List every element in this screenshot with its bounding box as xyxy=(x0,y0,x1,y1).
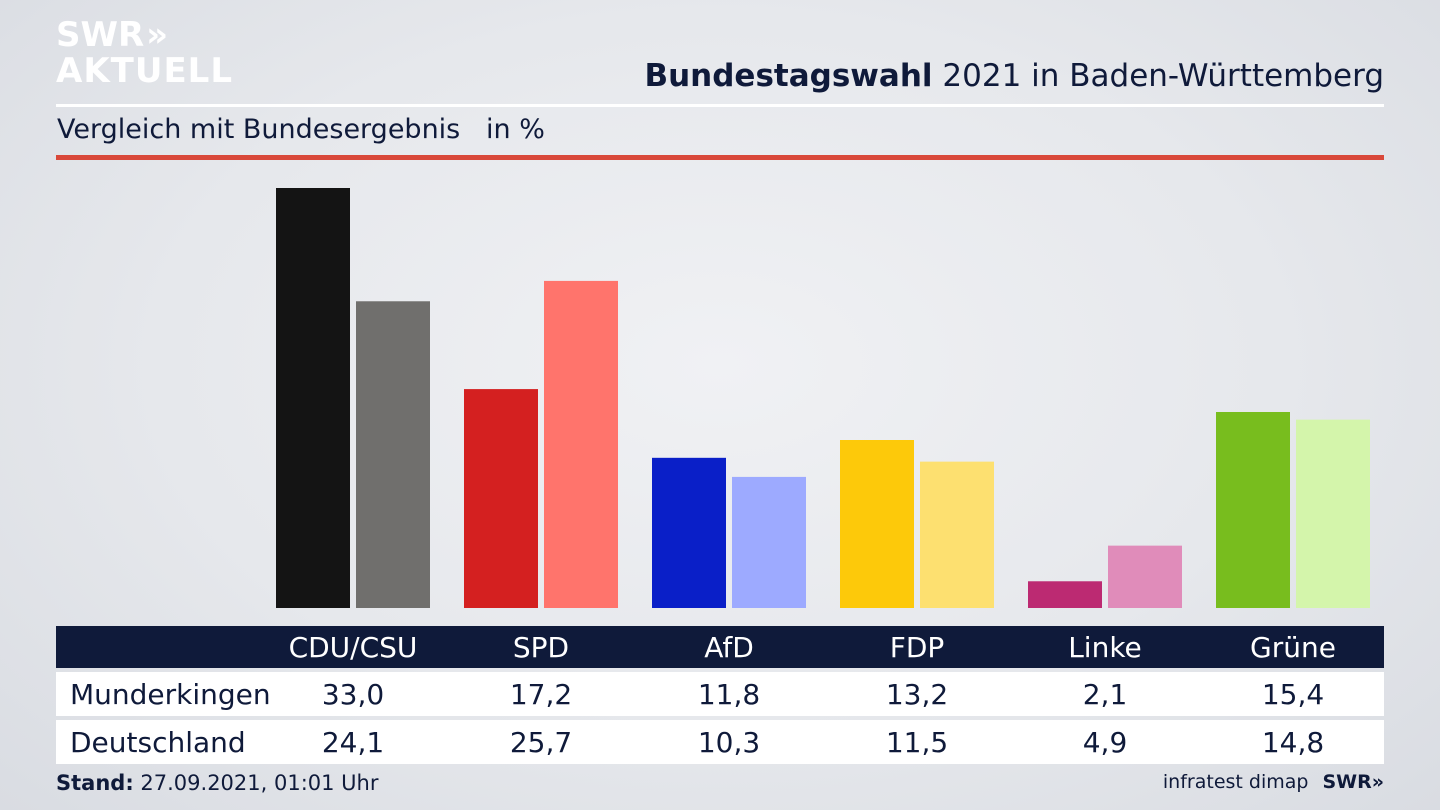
table-cell: 11,8 xyxy=(697,677,761,711)
row-label: Munderkingen xyxy=(70,677,271,711)
bar-linke-munderkingen xyxy=(1028,581,1102,608)
stand-value: 27.09.2021, 01:01 Uhr xyxy=(133,771,379,795)
table-cell: 33,0 xyxy=(321,677,385,711)
column-header: FDP xyxy=(889,630,945,664)
bar-spd-deutschland xyxy=(544,280,618,608)
bar-cdu-csu-munderkingen xyxy=(276,188,350,608)
table-cell: 24,1 xyxy=(321,725,385,759)
timestamp: Stand: 27.09.2021, 01:01 Uhr xyxy=(56,771,379,795)
bar-fdp-munderkingen xyxy=(840,440,914,608)
bar-grüne-deutschland xyxy=(1296,419,1370,608)
bar-fdp-deutschland xyxy=(920,461,994,608)
title-rest: 2021 in Baden-Württemberg xyxy=(932,58,1384,94)
bar-afd-deutschland xyxy=(732,476,806,608)
table-cell: 14,8 xyxy=(1261,725,1325,759)
source-label: infratest dimap xyxy=(1162,771,1309,793)
stand-label: Stand: xyxy=(56,771,134,795)
chart-title: Bundestagswahl 2021 in Baden-Württemberg xyxy=(644,58,1384,94)
column-header: SPD xyxy=(512,630,570,664)
table-cell: 10,3 xyxy=(697,725,761,759)
table-cell: 25,7 xyxy=(509,725,573,759)
subtitle-divider xyxy=(56,155,1384,160)
bar-linke-deutschland xyxy=(1108,545,1182,608)
column-header: Grüne xyxy=(1250,630,1336,664)
logo-swr: SWR xyxy=(56,15,145,55)
table-header-row: CDU/CSU SPD AfD FDP Linke Grüne xyxy=(56,626,1384,668)
row-label: Deutschland xyxy=(70,725,246,759)
table-cell: 17,2 xyxy=(509,677,573,711)
table-cell: 11,5 xyxy=(885,725,949,759)
table-row-deutschland: Deutschland 24,1 25,7 10,3 11,5 4,9 14,8 xyxy=(56,720,1384,764)
bar-afd-munderkingen xyxy=(652,457,726,608)
table-cell: 2,1 xyxy=(1082,677,1128,711)
title-divider xyxy=(56,104,1384,107)
title-bold: Bundestagswahl xyxy=(644,58,933,94)
source-credit: infratest dimap SWR» xyxy=(1163,771,1384,793)
chart-subtitle: Vergleich mit Bundesergebnis in % xyxy=(57,114,545,145)
bar-cdu-csu-deutschland xyxy=(356,301,430,608)
table-cell: 4,9 xyxy=(1082,725,1128,759)
bar-spd-munderkingen xyxy=(464,389,538,608)
column-header: AfD xyxy=(704,630,754,664)
bar-chart xyxy=(276,188,1370,608)
table-cell: 15,4 xyxy=(1261,677,1325,711)
swr-small-logo: SWR» xyxy=(1322,771,1384,793)
results-table: CDU/CSU SPD AfD FDP Linke Grüne Munderkingen 3… xyxy=(56,626,1384,764)
column-header: CDU/CSU xyxy=(288,630,418,664)
table-cell: 13,2 xyxy=(885,677,949,711)
swr-aktuell-logo: SWR» AKTUELL xyxy=(56,18,233,88)
bar-grüne-munderkingen xyxy=(1216,412,1290,608)
table-row-munderkingen: Munderkingen 33,0 17,2 11,8 13,2 2,1 15,4 xyxy=(56,672,1384,716)
logo-aktuell: AKTUELL xyxy=(56,51,234,91)
column-header: Linke xyxy=(1068,630,1142,664)
